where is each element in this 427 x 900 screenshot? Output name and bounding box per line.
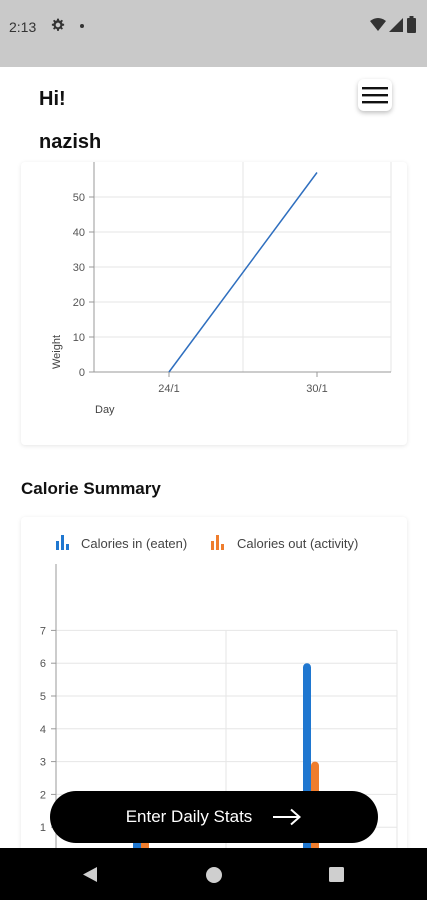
calorie-chart: Calories in (eaten) Calories out (activi… bbox=[40, 535, 398, 848]
legend-label-calories-in: Calories in (eaten) bbox=[81, 536, 187, 551]
enter-daily-stats-button[interactable]: Enter Daily Stats bbox=[50, 791, 378, 843]
weight-y-tick-label: 40 bbox=[73, 227, 85, 239]
weight-series-line bbox=[168, 172, 318, 373]
weight-x-tick-label: 24/1 bbox=[158, 383, 179, 395]
weight-chart: 0 10 20 30 40 50 24/1 30/1 Day Weight bbox=[51, 162, 392, 416]
hamburger-menu-icon bbox=[362, 87, 388, 104]
weight-x-tick-label: 30/1 bbox=[306, 383, 327, 395]
legend-item-calories-out[interactable]: Calories out (activity) bbox=[211, 535, 358, 551]
status-time: 2:13 bbox=[9, 19, 37, 35]
greeting-text: Hi! bbox=[39, 88, 66, 110]
calorie-y-tick-label: 7 bbox=[40, 625, 46, 637]
status-bar: 2:13 bbox=[0, 0, 427, 67]
gear-icon bbox=[51, 18, 65, 31]
weight-y-tick-label: 10 bbox=[73, 332, 85, 344]
weight-y-tick-label: 20 bbox=[73, 297, 85, 309]
calorie-y-tick-label: 6 bbox=[40, 658, 46, 670]
weight-x-axis-label: Day bbox=[95, 404, 115, 416]
recents-icon[interactable] bbox=[329, 867, 344, 882]
calorie-y-tick-label: 2 bbox=[40, 789, 46, 801]
legend-label-calories-out: Calories out (activity) bbox=[237, 536, 358, 551]
back-icon[interactable] bbox=[82, 866, 98, 883]
system-nav-bar bbox=[0, 848, 427, 900]
calorie-y-tick-label: 5 bbox=[40, 691, 46, 703]
calorie-y-tick-label: 4 bbox=[40, 724, 46, 736]
weight-y-tick-label: 0 bbox=[79, 367, 85, 379]
weight-y-axis-label: Weight bbox=[51, 335, 63, 369]
menu-button[interactable] bbox=[358, 79, 392, 111]
battery-icon bbox=[407, 16, 416, 33]
enter-daily-stats-label: Enter Daily Stats bbox=[125, 807, 253, 826]
home-icon[interactable] bbox=[206, 867, 222, 883]
weight-chart-card: 0 10 20 30 40 50 24/1 30/1 Day Weight bbox=[21, 162, 407, 445]
notification-dot-icon bbox=[80, 24, 84, 28]
legend-item-calories-in[interactable]: Calories in (eaten) bbox=[56, 535, 187, 551]
username-text: nazish bbox=[39, 131, 102, 153]
weight-y-tick-label: 50 bbox=[73, 192, 85, 204]
weight-y-tick-label: 30 bbox=[73, 262, 85, 274]
signal-icon bbox=[389, 18, 403, 32]
bar-chart-icon bbox=[56, 535, 69, 550]
calorie-summary-title: Calorie Summary bbox=[21, 479, 161, 498]
arrow-right-icon bbox=[273, 808, 302, 826]
bar-chart-icon bbox=[211, 535, 224, 550]
wifi-icon bbox=[370, 18, 386, 31]
main-content[interactable]: Hi! nazish 0 10 20 30 40 50 24/1 30/1 Day Weig… bbox=[0, 67, 427, 848]
calorie-y-tick-label: 3 bbox=[40, 757, 46, 769]
calorie-y-tick-label: 1 bbox=[40, 822, 46, 834]
